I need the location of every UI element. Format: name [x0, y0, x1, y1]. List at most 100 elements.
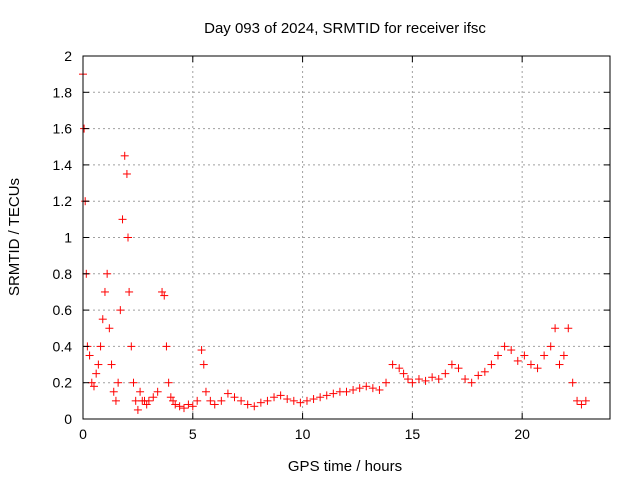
data-point	[434, 375, 443, 384]
data-point	[217, 396, 226, 405]
data-point	[199, 360, 208, 369]
data-point	[480, 367, 489, 376]
data-point	[533, 364, 542, 373]
data-point	[428, 373, 437, 382]
y-tick-label: 1.2	[53, 193, 73, 209]
data-point	[223, 389, 232, 398]
data-point	[100, 287, 109, 296]
data-point	[467, 378, 476, 387]
data-point	[166, 393, 175, 402]
data-point	[197, 346, 206, 355]
data-point	[188, 402, 197, 411]
data-point	[109, 387, 118, 396]
data-point	[494, 351, 503, 360]
y-tick-label: 0.2	[53, 375, 73, 391]
data-point	[160, 291, 169, 300]
data-point	[283, 395, 292, 404]
data-point	[124, 233, 133, 242]
data-point	[461, 375, 470, 384]
data-point	[107, 360, 116, 369]
data-point	[136, 387, 145, 396]
data-point	[316, 393, 325, 402]
data-point	[388, 360, 397, 369]
y-tick-label: 1.6	[53, 121, 73, 137]
data-point	[513, 356, 522, 365]
data-point	[507, 346, 516, 355]
y-tick-label: 1.4	[53, 157, 73, 173]
data-point	[116, 306, 125, 315]
data-point	[96, 342, 105, 351]
data-point	[94, 360, 103, 369]
data-point	[276, 391, 285, 400]
data-point	[329, 389, 338, 398]
data-point	[399, 369, 408, 378]
data-point	[175, 402, 184, 411]
data-point	[193, 396, 202, 405]
axis-ticks: 0 5 10 15 20 0 0.2 0.4 0.6 0.8 1 1.2 1.4 1.6 1.8 2	[53, 48, 610, 442]
data-point	[403, 375, 412, 384]
data-points	[79, 70, 590, 414]
data-point	[92, 369, 101, 378]
data-point	[520, 351, 529, 360]
data-point	[162, 342, 171, 351]
x-tick-label: 10	[295, 426, 311, 442]
data-point	[164, 378, 173, 387]
data-point	[270, 393, 279, 402]
data-point	[362, 382, 371, 391]
data-point	[120, 151, 129, 160]
data-point	[296, 398, 305, 407]
data-point	[210, 400, 219, 409]
data-point	[395, 364, 404, 373]
data-point	[414, 375, 423, 384]
data-point	[474, 371, 483, 380]
data-point	[85, 351, 94, 360]
data-point	[322, 391, 331, 400]
data-point	[355, 384, 364, 393]
data-point	[546, 342, 555, 351]
data-point	[158, 287, 167, 296]
y-tick-label: 0	[64, 411, 72, 427]
data-point	[349, 385, 358, 394]
x-axis-title: GPS time / hours	[288, 458, 402, 475]
data-point	[171, 400, 180, 409]
data-point	[125, 287, 134, 296]
data-point	[564, 324, 573, 333]
grid-lines	[83, 56, 610, 419]
data-point	[447, 360, 456, 369]
data-point	[230, 393, 239, 402]
data-point	[184, 400, 193, 409]
data-point	[540, 351, 549, 360]
data-point	[581, 396, 590, 405]
y-tick-label: 0.6	[53, 302, 73, 318]
data-point	[129, 378, 138, 387]
data-point	[180, 404, 189, 413]
data-point	[243, 400, 252, 409]
data-point	[118, 215, 127, 224]
data-point	[111, 396, 120, 405]
x-tick-label: 15	[405, 426, 421, 442]
data-point	[98, 315, 107, 324]
x-tick-label: 0	[79, 426, 87, 442]
data-point	[454, 364, 463, 373]
data-point	[144, 396, 153, 405]
data-point	[127, 342, 136, 351]
x-tick-label: 5	[189, 426, 197, 442]
x-tick-label: 20	[514, 426, 530, 442]
data-point	[577, 400, 586, 409]
data-point	[103, 269, 112, 278]
data-point	[256, 398, 265, 407]
data-point	[114, 378, 123, 387]
data-point	[133, 405, 142, 414]
y-tick-label: 1	[64, 230, 72, 246]
data-point	[500, 342, 509, 351]
data-point	[342, 387, 351, 396]
data-point	[382, 378, 391, 387]
data-point	[526, 360, 535, 369]
data-point	[375, 385, 384, 394]
y-tick-label: 0.8	[53, 266, 73, 282]
data-point	[551, 324, 560, 333]
data-point	[89, 382, 98, 391]
data-point	[368, 384, 377, 393]
data-point	[250, 402, 259, 411]
